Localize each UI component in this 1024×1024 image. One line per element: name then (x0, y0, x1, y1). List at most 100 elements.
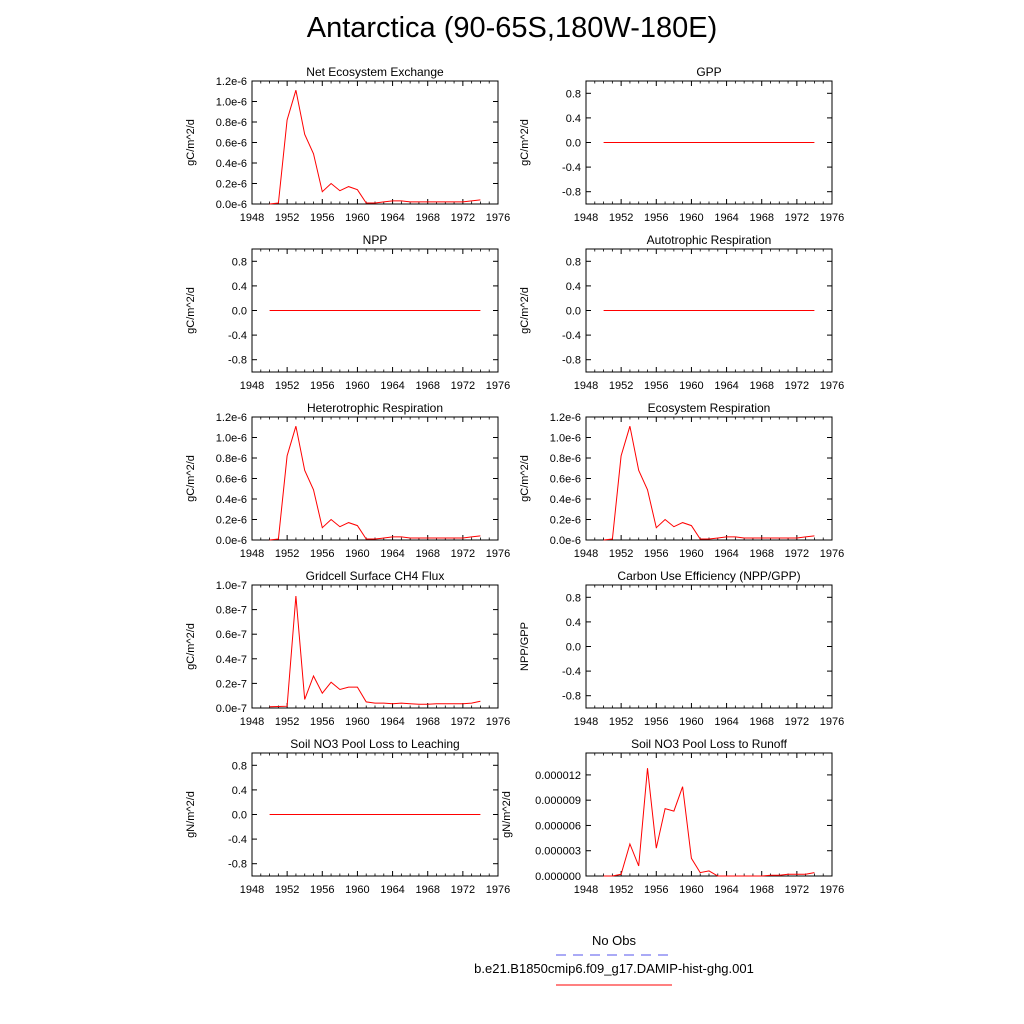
x-tick-label: 1948 (240, 716, 264, 728)
y-tick-label: 0.2e-6 (550, 515, 581, 527)
x-tick-label: 1952 (275, 548, 299, 560)
y-tick-label: 0.2e-6 (216, 515, 247, 527)
plot-frame (251, 248, 499, 373)
x-tick-label: 1956 (644, 380, 668, 392)
series-line (603, 426, 815, 541)
y-tick-label: 0.000009 (535, 795, 581, 807)
y-tick-label: 0.2e-6 (216, 179, 247, 191)
x-tick-label: 1956 (644, 212, 668, 224)
x-tick-label: 1952 (275, 212, 299, 224)
y-axis-label: gC/m^2/d (519, 119, 531, 166)
y-tick-label: 0.0 (232, 810, 247, 822)
x-tick-label: 1956 (644, 884, 668, 896)
x-tick-label: 1968 (749, 548, 773, 560)
x-tick-label: 1964 (380, 380, 404, 392)
plot-frame (585, 80, 833, 205)
x-tick-label: 1956 (310, 716, 334, 728)
y-tick-label: 0.000006 (535, 820, 581, 832)
x-tick-label: 1960 (345, 548, 369, 560)
x-tick-label: 1968 (749, 716, 773, 728)
y-axis-label: NPP/GPP (519, 622, 531, 671)
chart-title: Net Ecosystem Exchange (306, 65, 444, 79)
y-tick-label: 0.8e-6 (550, 453, 581, 465)
x-tick-label: 1960 (679, 716, 703, 728)
y-tick-label: 0.8e-6 (216, 453, 247, 465)
y-tick-label: 0.0 (566, 306, 581, 318)
y-tick-label: 0.000003 (535, 846, 581, 858)
chart-panel: Gridcell Surface CH4 Flux 1948 1952 1956 196… (185, 569, 510, 728)
x-tick-label: 1972 (785, 380, 809, 392)
y-tick-label: -0.4 (562, 162, 581, 174)
y-tick-label: 0.8 (566, 88, 581, 100)
chart-panel: Ecosystem Respiration 1948 1952 1956 1960 196… (519, 401, 844, 560)
chart-panel: NPP 1948 1952 1956 1960 1964 1968 1972 1976 -0.8 -… (185, 233, 510, 392)
x-tick-label: 1952 (275, 380, 299, 392)
plot-frame (585, 584, 833, 709)
x-tick-label: 1964 (714, 380, 738, 392)
y-tick-label: -0.8 (228, 859, 247, 871)
x-tick-label: 1964 (380, 716, 404, 728)
y-tick-label: 0.6e-6 (550, 474, 581, 486)
x-tick-label: 1956 (310, 380, 334, 392)
y-tick-label: -0.4 (562, 666, 581, 678)
x-tick-label: 1948 (574, 548, 598, 560)
x-tick-label: 1956 (644, 716, 668, 728)
x-tick-label: 1968 (749, 212, 773, 224)
x-tick-label: 1976 (820, 548, 844, 560)
y-axis-label: gN/m^2/d (185, 791, 197, 838)
y-tick-label: 0.4 (566, 281, 581, 293)
series-line (269, 596, 481, 708)
x-tick-label: 1960 (679, 548, 703, 560)
y-tick-label: 0.4 (566, 617, 581, 629)
x-tick-label: 1964 (714, 884, 738, 896)
y-tick-label: 1.0e-6 (216, 433, 247, 445)
chart-title: Gridcell Surface CH4 Flux (306, 569, 445, 583)
y-tick-label: 0.4 (232, 785, 247, 797)
x-tick-label: 1964 (714, 548, 738, 560)
plot-frame (585, 752, 833, 877)
y-tick-label: 0.8e-7 (216, 605, 247, 617)
x-tick-label: 1972 (451, 212, 475, 224)
y-tick-label: 0.0e-6 (216, 535, 247, 547)
x-tick-label: 1964 (380, 212, 404, 224)
x-tick-label: 1964 (380, 548, 404, 560)
x-tick-label: 1948 (574, 380, 598, 392)
x-tick-label: 1972 (451, 548, 475, 560)
y-tick-label: 0.6e-7 (216, 629, 247, 641)
x-tick-label: 1968 (749, 380, 773, 392)
y-axis-label: gC/m^2/d (185, 623, 197, 670)
y-tick-label: 1.2e-6 (550, 412, 581, 424)
x-tick-label: 1952 (275, 884, 299, 896)
x-tick-label: 1960 (345, 212, 369, 224)
chart-panel: Soil NO3 Pool Loss to Leaching 1948 1952 19… (185, 737, 510, 896)
y-axis-label: gC/m^2/d (519, 455, 531, 502)
y-tick-label: 0.8e-6 (216, 117, 247, 129)
y-tick-label: 0.4e-6 (216, 158, 247, 170)
x-tick-label: 1972 (451, 716, 475, 728)
x-tick-label: 1948 (240, 884, 264, 896)
plot-frame (585, 416, 833, 541)
chart-title: Heterotrophic Respiration (307, 401, 443, 415)
x-tick-label: 1956 (310, 212, 334, 224)
x-tick-label: 1976 (486, 548, 510, 560)
y-tick-label: 1.0e-6 (216, 97, 247, 109)
x-tick-label: 1964 (380, 884, 404, 896)
y-tick-label: 1.0e-6 (550, 433, 581, 445)
x-tick-label: 1952 (609, 548, 633, 560)
x-tick-label: 1952 (609, 380, 633, 392)
y-tick-label: 0.6e-6 (216, 138, 247, 150)
x-tick-label: 1976 (486, 716, 510, 728)
plot-frame (251, 416, 499, 541)
y-tick-label: 0.6e-6 (216, 474, 247, 486)
y-tick-label: 0.000012 (535, 770, 581, 782)
y-tick-label: 0.0 (566, 642, 581, 654)
x-tick-label: 1956 (644, 548, 668, 560)
x-tick-label: 1972 (785, 884, 809, 896)
x-tick-label: 1956 (310, 884, 334, 896)
chart-panel: Autotrophic Respiration 1948 1952 1956 1960 1… (519, 233, 844, 392)
x-tick-label: 1972 (785, 716, 809, 728)
y-tick-label: 0.4 (232, 281, 247, 293)
x-tick-label: 1968 (749, 884, 773, 896)
x-tick-label: 1952 (609, 716, 633, 728)
